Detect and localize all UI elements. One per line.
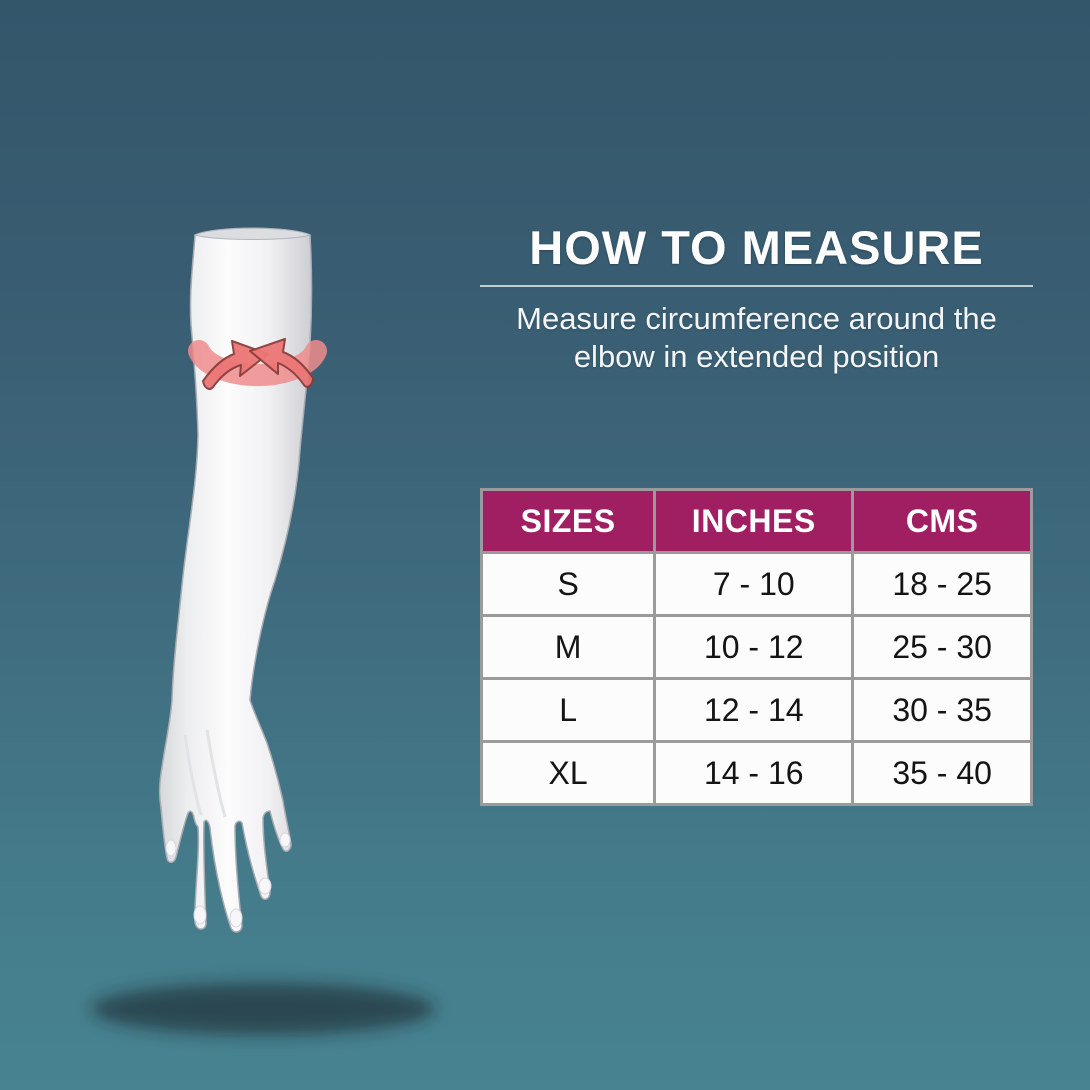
cms-cell: 18 - 25 xyxy=(851,551,1033,617)
size-cell: S xyxy=(479,551,657,617)
table-row-m: M 10 - 12 25 - 30 xyxy=(479,614,1033,680)
fingernail xyxy=(165,832,291,928)
measure-arrow-right-icon xyxy=(249,338,314,388)
cms-cell: 25 - 30 xyxy=(851,614,1033,680)
page-title: HOW TO MEASURE xyxy=(529,221,984,274)
column-header-sizes: SIZES xyxy=(479,488,657,554)
size-cell: L xyxy=(479,677,657,743)
arm-illustration xyxy=(35,195,495,1075)
inches-cell: 10 - 12 xyxy=(653,614,855,680)
cms-cell: 35 - 40 xyxy=(851,740,1033,806)
inches-cell: 14 - 16 xyxy=(653,740,855,806)
table-row-l: L 12 - 14 30 - 35 xyxy=(479,677,1033,743)
cms-cell: 30 - 35 xyxy=(851,677,1033,743)
inches-cell: 7 - 10 xyxy=(653,551,855,617)
title-divider xyxy=(480,285,1033,287)
table-header-row: SIZES INCHES CMS xyxy=(479,488,1033,554)
mannequin-arm xyxy=(158,227,313,933)
hand-shading xyxy=(183,729,227,818)
size-chart-table: SIZES INCHES CMS S 7 - 10 18 - 25 M 10 -… xyxy=(479,488,1033,806)
table-row-s: S 7 - 10 18 - 25 xyxy=(479,551,1033,617)
subtitle-line-1: Measure circumference around the xyxy=(516,301,997,336)
inches-cell: 12 - 14 xyxy=(653,677,855,743)
arm-top-rim xyxy=(193,227,312,240)
column-header-inches: INCHES xyxy=(653,488,855,554)
measuring-band-ring xyxy=(188,340,327,387)
subtitle: Measure circumference around the elbow in… xyxy=(460,300,1053,376)
subtitle-line-2: elbow in extended position xyxy=(573,339,940,374)
floor-shadow xyxy=(91,983,435,1035)
column-header-cms: CMS xyxy=(851,488,1033,554)
size-cell: M xyxy=(479,614,657,680)
size-cell: XL xyxy=(479,740,657,806)
arm-illustration-svg xyxy=(91,227,435,1035)
table-row-xl: XL 14 - 16 35 - 40 xyxy=(479,740,1033,806)
